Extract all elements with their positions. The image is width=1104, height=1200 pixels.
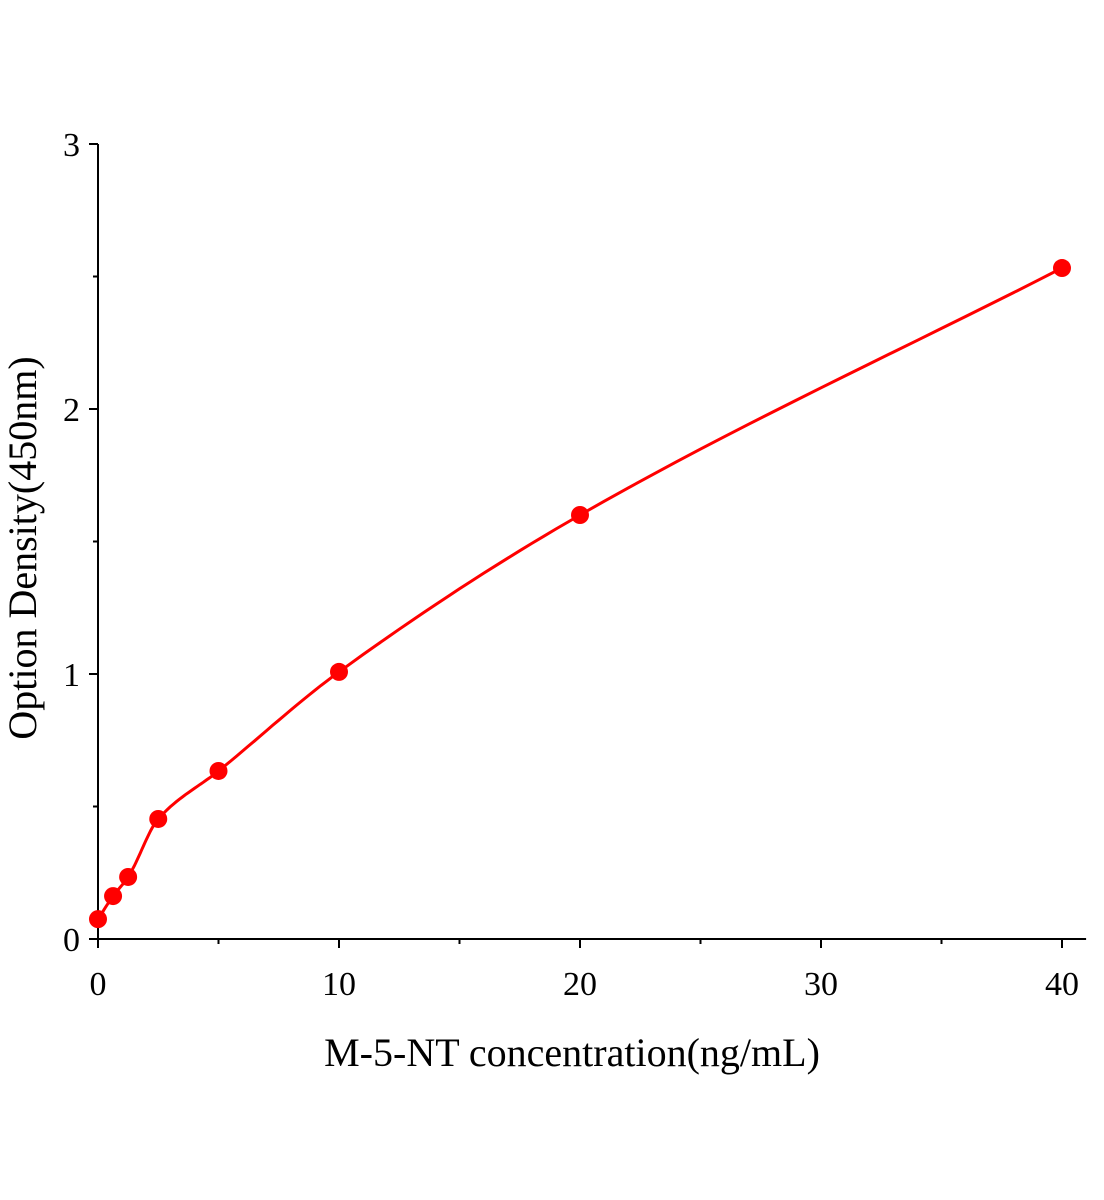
data-point — [571, 506, 589, 524]
fit-curve — [96, 266, 1063, 920]
x-tick-label: 30 — [804, 966, 838, 1003]
x-tick-label: 20 — [563, 966, 597, 1003]
data-point — [209, 761, 228, 780]
y-tick-label: 1 — [63, 657, 80, 694]
data-point — [119, 867, 138, 886]
x-tick-label: 40 — [1045, 966, 1079, 1003]
data-point — [330, 662, 348, 681]
x-tick-label: 0 — [90, 966, 107, 1003]
y-axis-label: Option Density(450nm) — [0, 356, 45, 739]
data-point — [1053, 259, 1071, 278]
y-tick-label: 2 — [63, 392, 80, 429]
x-axis-label: M-5-NT concentration(ng/mL) — [324, 1030, 820, 1075]
x-tick-label: 10 — [322, 966, 356, 1003]
data-point — [89, 910, 107, 929]
data-point — [104, 887, 123, 906]
y-tick-label: 0 — [63, 922, 80, 959]
y-tick-label: 3 — [63, 127, 80, 164]
data-point — [149, 809, 168, 828]
